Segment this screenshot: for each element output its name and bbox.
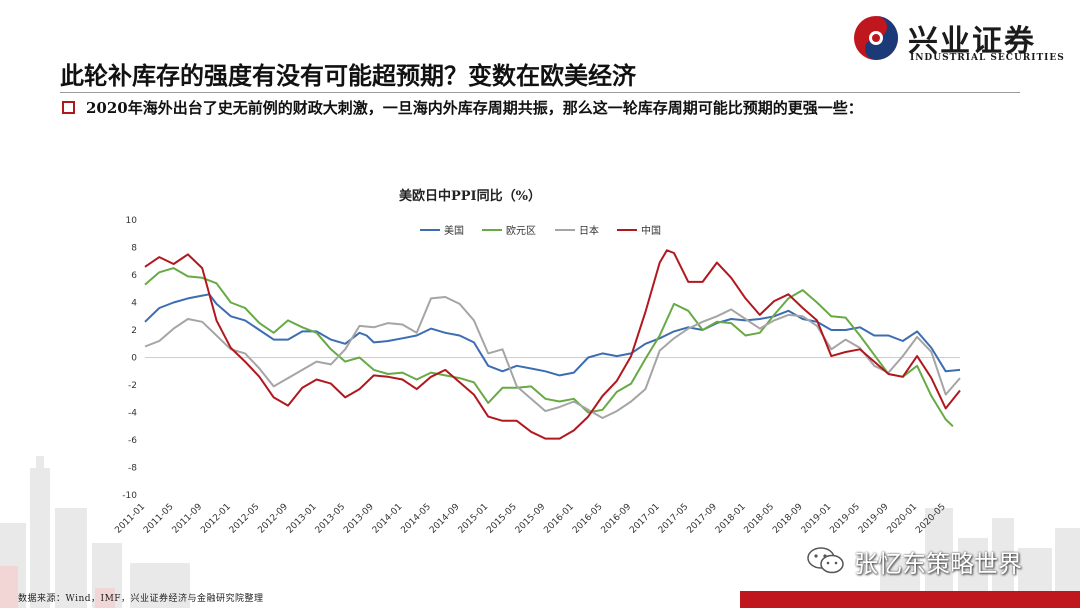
legend-label: 美国	[444, 224, 464, 237]
x-tick-label: 2015-05	[485, 502, 519, 536]
title-divider	[60, 92, 1020, 93]
y-tick-label: -8	[128, 464, 137, 474]
x-tick-label: 2011-09	[171, 502, 205, 536]
x-tick-label: 2017-05	[657, 502, 691, 536]
legend-label: 日本	[579, 224, 599, 237]
series-line-1	[144, 267, 954, 428]
y-tick-label: 0	[131, 354, 137, 364]
x-tick-label: 2014-01	[371, 502, 405, 536]
x-axis: 2011-012011-052011-092012-012012-052012-…	[113, 502, 947, 536]
y-tick-label: 2	[131, 326, 137, 336]
x-tick-label: 2015-09	[514, 502, 548, 536]
x-tick-label: 2018-05	[743, 502, 777, 536]
swirl-logo-icon	[854, 16, 898, 60]
x-tick-label: 2016-05	[571, 502, 605, 536]
series-line-0	[144, 293, 961, 377]
brand-logo: 兴业证券 INDUSTRIAL SECURITIES	[852, 14, 1067, 66]
ppi-line-chart: 美欧日中PPI同比（%） 美国 欧元区 日本 中国 10 8 6 4 2 0 -2 -4 -6 -8 -1…	[113, 188, 961, 536]
x-tick-label: 2011-05	[142, 502, 176, 536]
y-tick-label: -6	[128, 436, 137, 446]
x-tick-label: 2012-01	[199, 502, 233, 536]
plot-area	[144, 249, 961, 440]
y-tick-label: -4	[128, 409, 137, 419]
page-title: 此轮补库存的强度有没有可能超预期？变数在欧美经济	[60, 61, 636, 90]
bullet-text: 2020年海外出台了史无前例的财政大刺激，一旦海内外库存周期共振，那么这一轮库存…	[86, 99, 863, 117]
logo-chinese-name: 兴业证券	[908, 24, 1036, 59]
x-tick-label: 2020-01	[886, 502, 920, 536]
x-tick-label: 2013-05	[314, 502, 348, 536]
x-tick-label: 2017-01	[628, 502, 662, 536]
y-tick-label: 4	[131, 299, 137, 309]
x-tick-label: 2016-01	[542, 502, 576, 536]
y-tick-label: -2	[128, 381, 137, 391]
y-tick-label: 6	[131, 271, 137, 281]
x-tick-label: 2016-09	[600, 502, 634, 536]
y-tick-label: -10	[122, 491, 137, 501]
y-axis: 10 8 6 4 2 0 -2 -4 -6 -8 -10	[122, 216, 137, 501]
x-tick-label: 2019-01	[800, 502, 834, 536]
legend-label: 欧元区	[506, 225, 536, 237]
chart-title: 美欧日中PPI同比（%）	[399, 188, 541, 204]
x-tick-label: 2013-09	[342, 502, 376, 536]
wechat-icon	[807, 547, 844, 574]
x-tick-label: 2014-09	[428, 502, 462, 536]
x-tick-label: 2019-05	[828, 502, 862, 536]
x-tick-label: 2018-09	[771, 502, 805, 536]
chart-legend: 美国 欧元区 日本 中国	[420, 224, 661, 237]
bullet-square-icon	[62, 101, 75, 114]
legend-label: 中国	[641, 224, 661, 237]
y-tick-label: 8	[131, 244, 137, 254]
y-tick-label: 10	[126, 216, 138, 226]
x-tick-label: 2020-05	[914, 502, 948, 536]
x-tick-label: 2012-05	[228, 502, 262, 536]
x-tick-label: 2018-01	[714, 502, 748, 536]
logo-english-name: INDUSTRIAL SECURITIES	[910, 53, 1065, 63]
series-line-3	[144, 249, 961, 440]
x-tick-label: 2019-09	[857, 502, 891, 536]
x-tick-label: 2017-09	[685, 502, 719, 536]
watermark-text: 张忆东策略世界	[854, 550, 1022, 578]
x-tick-label: 2015-01	[457, 502, 491, 536]
x-tick-label: 2014-05	[399, 502, 433, 536]
x-tick-label: 2011-01	[113, 502, 147, 536]
data-source-note: 数据来源：Wind，IMF，兴业证券经济与金融研究院整理	[18, 594, 264, 604]
footer-red-bar	[740, 591, 1080, 608]
x-tick-label: 2013-01	[285, 502, 319, 536]
x-tick-label: 2012-09	[256, 502, 290, 536]
